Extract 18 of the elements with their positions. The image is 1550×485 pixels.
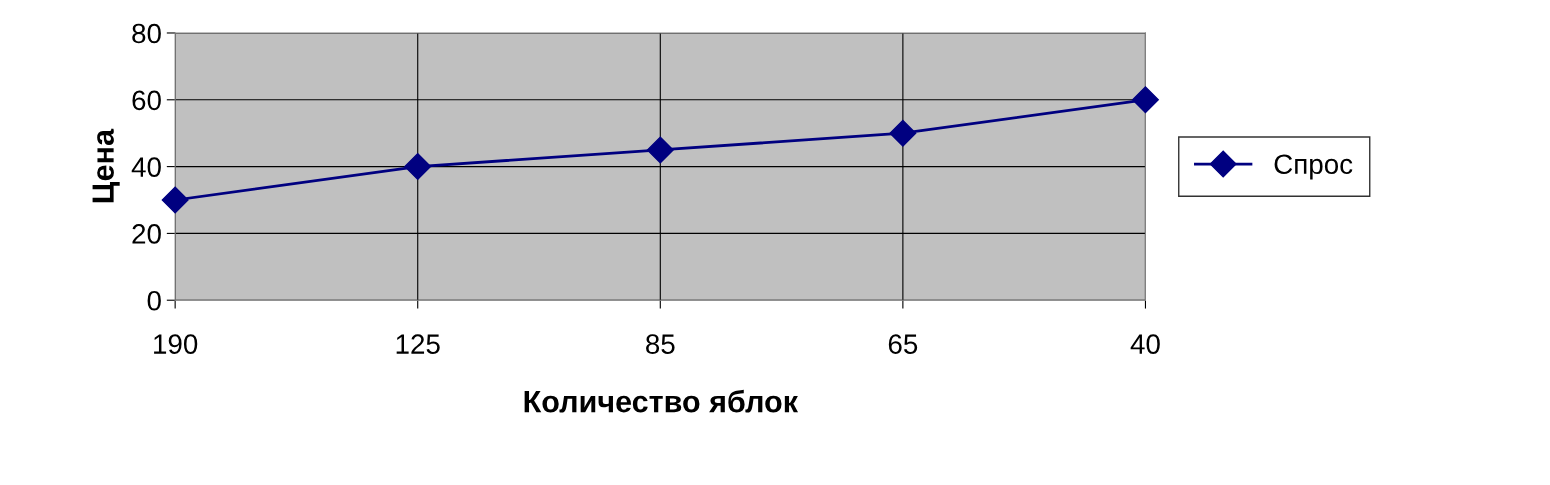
y-axis-title: Цена [92, 128, 120, 203]
point [404, 153, 432, 181]
x-tick-label: 65 [888, 334, 918, 354]
x-tick-label: 125 [396, 334, 440, 354]
x-axis-title: Количество яблок [524, 389, 799, 413]
x-tick-label: 190 [154, 334, 198, 354]
y-tick-label: 20 [132, 224, 161, 244]
y-tick-label: 80 [132, 23, 161, 44]
legend-label: Спрос [1274, 154, 1353, 180]
y-tick-label: 0 [147, 290, 161, 311]
y-tick-label: 60 [132, 90, 161, 111]
point [1131, 86, 1159, 114]
point [161, 186, 189, 214]
x-tick-label: 40 [1130, 334, 1160, 354]
point [646, 136, 674, 164]
x-tick-label: 85 [646, 334, 675, 354]
point [889, 119, 917, 147]
y-tick-label: 40 [131, 157, 161, 177]
